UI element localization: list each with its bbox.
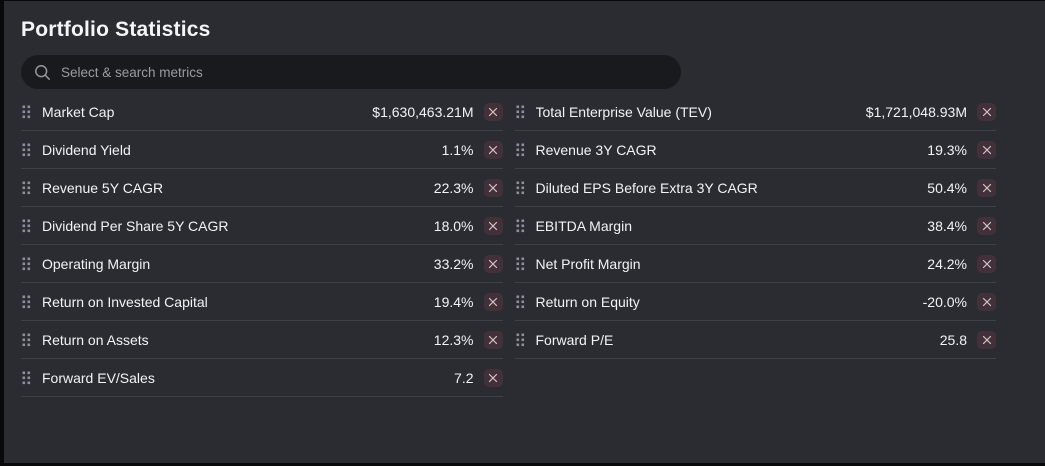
metric-row-forward-ev-sales: Forward EV/Sales 7.2: [21, 359, 503, 397]
drag-handle-icon[interactable]: [515, 255, 526, 273]
remove-metric-button[interactable]: [483, 368, 503, 387]
metric-search-bar[interactable]: [21, 55, 681, 89]
remove-metric-button[interactable]: [483, 140, 503, 159]
metric-row-return-on-invested-capital: Return on Invested Capital 19.4%: [21, 283, 503, 321]
metrics-grid: Market Cap $1,630,463.21M Dividend Yield…: [21, 93, 996, 397]
remove-metric-button[interactable]: [483, 216, 503, 235]
close-icon: [488, 145, 498, 155]
drag-handle-icon[interactable]: [515, 179, 526, 197]
metric-value: 50.4%: [927, 179, 967, 196]
remove-metric-button[interactable]: [483, 178, 503, 197]
drag-handle-icon[interactable]: [515, 293, 526, 311]
metric-row-dividend-yield: Dividend Yield 1.1%: [21, 131, 503, 169]
metric-label: Market Cap: [42, 103, 115, 120]
search-input[interactable]: [59, 63, 681, 81]
metric-value: 18.0%: [433, 217, 474, 234]
remove-metric-button[interactable]: [977, 292, 996, 311]
close-icon: [982, 183, 992, 193]
page-title: Portfolio Statistics: [21, 18, 211, 41]
metrics-column-right: Total Enterprise Value (TEV) $1,721,048.…: [514, 93, 996, 359]
metric-value: 12.3%: [433, 331, 474, 348]
metric-row-ebitda-margin: EBITDA Margin 38.4%: [514, 207, 996, 245]
metric-row-diluted-eps-before-extra-3y-cagr: Diluted EPS Before Extra 3Y CAGR 50.4%: [514, 169, 996, 207]
remove-metric-button[interactable]: [483, 330, 503, 349]
drag-handle-icon[interactable]: [515, 217, 526, 235]
metric-value: 19.4%: [433, 293, 474, 310]
drag-handle-icon[interactable]: [21, 179, 32, 197]
metric-label: Total Enterprise Value (TEV): [535, 103, 712, 120]
metric-label: Operating Margin: [42, 255, 151, 272]
drag-handle-icon[interactable]: [515, 141, 526, 159]
metric-label: Revenue 5Y CAGR: [42, 179, 164, 196]
close-icon: [488, 259, 498, 269]
remove-metric-button[interactable]: [483, 102, 503, 121]
metric-row-dividend-per-share-5y-cagr: Dividend Per Share 5Y CAGR 18.0%: [21, 207, 503, 245]
remove-metric-button[interactable]: [483, 292, 503, 311]
metric-row-forward-pe: Forward P/E 25.8: [514, 321, 996, 359]
metric-row-total-enterprise-value: Total Enterprise Value (TEV) $1,721,048.…: [514, 93, 996, 131]
metric-label: Forward EV/Sales: [42, 369, 155, 386]
close-icon: [488, 297, 498, 307]
metric-value: 24.2%: [927, 255, 967, 272]
close-icon: [982, 259, 992, 269]
remove-metric-button[interactable]: [977, 102, 996, 121]
metric-value: 19.3%: [927, 141, 967, 158]
close-icon: [488, 335, 498, 345]
metric-label: Diluted EPS Before Extra 3Y CAGR: [535, 179, 758, 196]
metric-value: 33.2%: [433, 255, 474, 272]
metric-value: -20.0%: [922, 293, 967, 310]
remove-metric-button[interactable]: [977, 140, 996, 159]
remove-metric-button[interactable]: [977, 216, 996, 235]
metric-value: 22.3%: [433, 179, 474, 196]
metric-label: Revenue 3Y CAGR: [535, 141, 657, 158]
close-icon: [488, 373, 498, 383]
drag-handle-icon[interactable]: [21, 369, 32, 387]
metric-value: 1.1%: [441, 141, 474, 158]
drag-handle-icon[interactable]: [21, 141, 32, 159]
remove-metric-button[interactable]: [977, 178, 996, 197]
metrics-column-left: Market Cap $1,630,463.21M Dividend Yield…: [21, 93, 503, 397]
metric-row-revenue-3y-cagr: Revenue 3Y CAGR 19.3%: [514, 131, 996, 169]
metric-label: Dividend Per Share 5Y CAGR: [42, 217, 229, 234]
metric-value: $1,630,463.21M: [372, 103, 474, 120]
close-icon: [982, 107, 992, 117]
close-icon: [488, 107, 498, 117]
close-icon: [982, 145, 992, 155]
metric-label: Dividend Yield: [42, 141, 131, 158]
close-icon: [982, 297, 992, 307]
metric-label: Return on Assets: [42, 331, 149, 348]
close-icon: [982, 335, 992, 345]
close-icon: [488, 221, 498, 231]
drag-handle-icon[interactable]: [21, 293, 32, 311]
drag-handle-icon[interactable]: [21, 217, 32, 235]
metric-row-return-on-assets: Return on Assets 12.3%: [21, 321, 503, 359]
metric-value: $1,721,048.93M: [865, 103, 967, 120]
metric-value: 7.2: [454, 369, 474, 386]
metric-label: Forward P/E: [535, 331, 614, 348]
drag-handle-icon[interactable]: [21, 103, 32, 121]
remove-metric-button[interactable]: [483, 254, 503, 273]
drag-handle-icon[interactable]: [515, 103, 526, 121]
metric-label: Net Profit Margin: [535, 255, 641, 272]
remove-metric-button[interactable]: [977, 330, 996, 349]
metric-value: 38.4%: [927, 217, 967, 234]
drag-handle-icon[interactable]: [21, 255, 32, 273]
metric-value: 25.8: [939, 331, 967, 348]
metric-label: Return on Invested Capital: [42, 293, 208, 310]
metric-row-market-cap: Market Cap $1,630,463.21M: [21, 93, 503, 131]
search-icon: [34, 64, 51, 81]
portfolio-statistics-panel: Portfolio Statistics Market Cap $1,630,4…: [4, 1, 1045, 463]
metric-label: EBITDA Margin: [535, 217, 632, 234]
metric-row-revenue-5y-cagr: Revenue 5Y CAGR 22.3%: [21, 169, 503, 207]
metric-row-return-on-equity: Return on Equity -20.0%: [514, 283, 996, 321]
close-icon: [982, 221, 992, 231]
close-icon: [488, 183, 498, 193]
metric-row-net-profit-margin: Net Profit Margin 24.2%: [514, 245, 996, 283]
drag-handle-icon[interactable]: [21, 331, 32, 349]
remove-metric-button[interactable]: [977, 254, 996, 273]
metric-row-operating-margin: Operating Margin 33.2%: [21, 245, 503, 283]
metric-label: Return on Equity: [535, 293, 640, 310]
drag-handle-icon[interactable]: [515, 331, 526, 349]
